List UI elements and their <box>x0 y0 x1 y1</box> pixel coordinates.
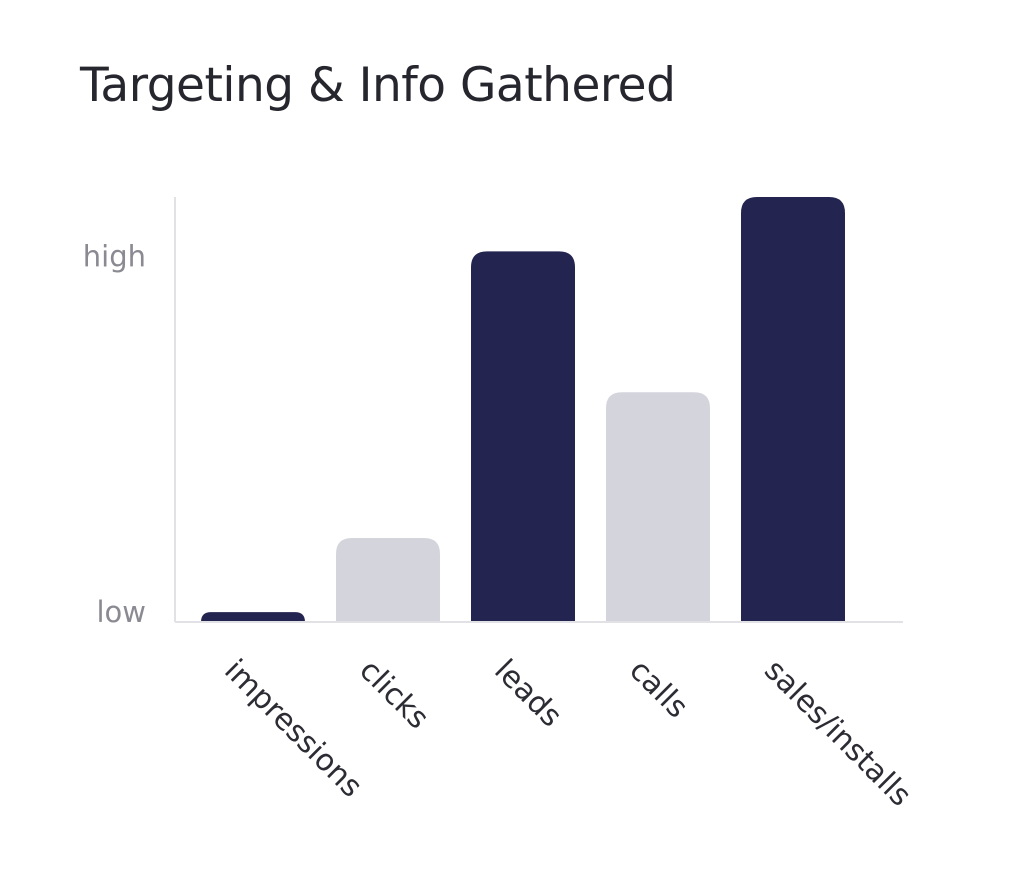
y-axis-labels: high low <box>83 239 146 629</box>
x-tick-label-impressions: impressions <box>217 653 369 805</box>
y-tick-label-low: low <box>96 595 146 629</box>
bar-calls <box>606 392 710 622</box>
bar-clicks <box>336 537 440 622</box>
chart-title: Targeting & Info Gathered <box>80 58 676 113</box>
bars-group <box>201 197 845 622</box>
bar-leads <box>471 251 575 622</box>
x-tick-label-leads: leads <box>487 653 568 734</box>
x-tick-label-clicks: clicks <box>352 653 435 736</box>
bar-impressions <box>201 612 305 622</box>
bar-sales-installs <box>741 197 845 622</box>
x-tick-label-calls: calls <box>622 653 694 725</box>
x-tick-label-sales-installs: sales/installs <box>757 653 917 813</box>
y-tick-label-high: high <box>83 239 146 273</box>
